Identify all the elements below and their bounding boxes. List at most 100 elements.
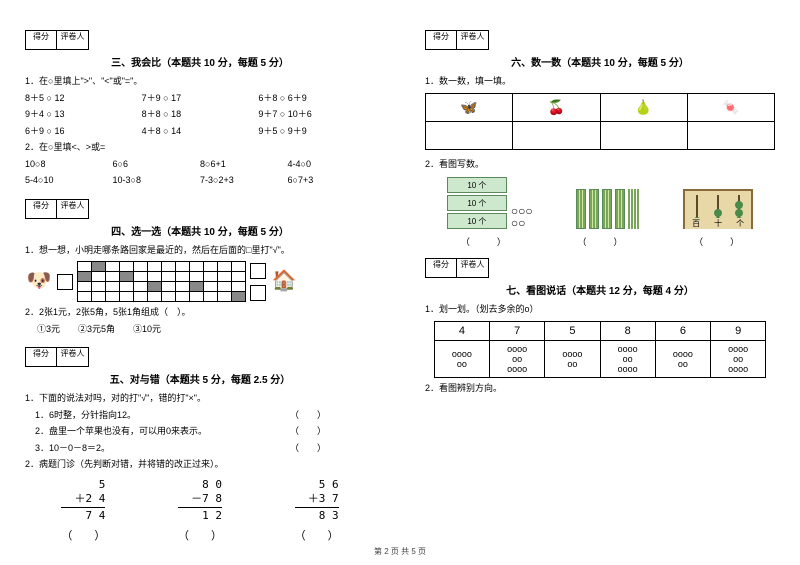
eq: 9＋7 ○ 10＋6	[258, 108, 375, 122]
s6-q2: 2．看图写数。	[425, 158, 775, 172]
dot-row: oooooo oooooooooo oooooo oooooooooo oooo…	[434, 340, 766, 377]
butterfly-icon: 🦋	[426, 93, 513, 121]
right-column: 得分 评卷人 六、数一数（本题共 10 分，每题 5 分） 1．数一数，填一填。…	[400, 0, 800, 565]
stmt: 3．10－0－8＝2。	[35, 442, 290, 456]
grader-label: 评卷人	[57, 30, 89, 50]
stmt: 1．6时整，分针指向12。	[35, 409, 290, 423]
score-box-5: 得分 评卷人	[25, 347, 375, 367]
block-10: 10 个	[447, 213, 507, 229]
pear-icon: 🍐	[600, 93, 687, 121]
page-footer: 第 2 页 共 5 页	[0, 546, 800, 557]
arithmetic-problems: 5 ＋2 4 7 4 （ ） 8 0 －7 8 1 2 （ ） 5 6 ＋3 7…	[25, 478, 375, 544]
maze-row: 🐶 🏠	[25, 261, 375, 302]
sticks-group	[576, 189, 639, 229]
s7-q2: 2．看图辨别方向。	[425, 382, 775, 396]
s5-c: 3．10－0－8＝2。 （ ）	[25, 442, 375, 456]
s5-a: 1．6时整，分针指向12。 （ ）	[25, 409, 375, 423]
s3-row1: 8＋5 ○ 12 7＋9 ○ 17 6＋8 ○ 6＋9	[25, 92, 375, 106]
score-box-3: 得分 评卷人	[25, 30, 375, 50]
abacus-o: 个	[736, 218, 744, 229]
num: 8 0	[178, 478, 222, 492]
bundle-icon	[615, 189, 625, 229]
house-icon: 🏠	[270, 268, 298, 296]
abacus-t: 十	[714, 218, 722, 229]
c: oooooooooo	[600, 340, 655, 377]
eq: 6＋8 ○ 6＋9	[258, 92, 375, 106]
num: 8 3	[295, 509, 339, 523]
blank-cell[interactable]	[426, 121, 513, 149]
s6-q1: 1．数一数，填一填。	[425, 75, 775, 89]
num: 1 2	[178, 509, 222, 523]
grader-label: 评卷人	[57, 199, 89, 219]
checkbox-r2[interactable]	[250, 285, 266, 301]
c: oooooo	[434, 340, 489, 377]
eq: 6○6	[113, 158, 201, 172]
dot-head-row: 4 7 5 8 6 9	[434, 321, 766, 340]
section-3-title: 三、我会比（本题共 10 分，每题 5 分）	[25, 54, 375, 69]
stmt: 2．盘里一个苹果也没有，可以用0来表示。	[35, 425, 290, 439]
c: oooooo	[545, 340, 600, 377]
c: oooooooooo	[711, 340, 766, 377]
h: 5	[545, 321, 600, 340]
arith-3: 5 6 ＋3 7 8 3 （ ）	[295, 478, 339, 544]
num: 7 4	[61, 509, 105, 523]
s3-row2: 9＋4 ○ 13 8＋8 ○ 18 9＋7 ○ 10＋6	[25, 108, 375, 122]
num: 5 6	[295, 478, 339, 492]
s6-parens: （ ） （ ） （ ）	[425, 235, 775, 248]
bundle-icon	[602, 189, 612, 229]
paren: （ ）	[178, 529, 222, 543]
blank-cell[interactable]	[513, 121, 600, 149]
loose-sticks	[628, 189, 639, 229]
blocks-group: 10 个 10 个 10 个 ○○○○○	[447, 177, 533, 229]
h: 4	[434, 321, 489, 340]
cherry-icon: 🍒	[513, 93, 600, 121]
score-label: 得分	[25, 30, 57, 50]
checkbox-top[interactable]	[57, 274, 73, 290]
arith-2: 8 0 －7 8 1 2 （ ）	[178, 478, 222, 544]
s7-q1: 1．划一划。（划去多余的o）	[425, 303, 775, 317]
s3-row5: 5-4○10 10-3○8 7-3○2+3 6○7+3	[25, 174, 375, 188]
block-10: 10 个	[447, 177, 507, 193]
eq: 7＋9 ○ 17	[142, 92, 259, 106]
num: 5	[61, 478, 105, 492]
score-label: 得分	[425, 258, 457, 278]
loose-circles: ○○○○○	[511, 205, 533, 229]
section-7-title: 七、看图说话（本题共 12 分，每题 4 分）	[425, 282, 775, 297]
eq: 4-4○0	[288, 158, 376, 172]
c: oooooo	[655, 340, 710, 377]
eq: 8＋8 ○ 18	[142, 108, 259, 122]
section-6-title: 六、数一数（本题共 10 分，每题 5 分）	[425, 54, 775, 69]
dog-icon: 🐶	[25, 268, 53, 296]
c: oooooooooo	[490, 340, 545, 377]
bundle-icon	[576, 189, 586, 229]
paren: （ ）	[61, 529, 105, 543]
blank-cell[interactable]	[600, 121, 687, 149]
score-box-4: 得分 评卷人	[25, 199, 375, 219]
s4-opts: ①3元 ②3元5角 ③10元	[25, 323, 375, 337]
grader-label: 评卷人	[457, 30, 489, 50]
checkbox-r1[interactable]	[250, 263, 266, 279]
s5-q1: 1．下面的说法对吗，对的打"√"，错的打"×"。	[25, 392, 375, 406]
num: ＋2 4	[61, 492, 105, 506]
s5-b: 2．盘里一个苹果也没有，可以用0来表示。 （ ）	[25, 425, 375, 439]
grader-label: 评卷人	[457, 258, 489, 278]
blank-cell[interactable]	[687, 121, 774, 149]
eq: 10-3○8	[113, 174, 201, 188]
eq: 6○7+3	[288, 174, 376, 188]
num: ＋3 7	[295, 492, 339, 506]
paren: （ ）	[290, 425, 375, 439]
grader-label: 评卷人	[57, 347, 89, 367]
paren: （ ）	[577, 235, 622, 248]
s3-row3: 6＋9 ○ 16 4＋8 ○ 14 9＋5 ○ 9＋9	[25, 125, 375, 139]
s4-q2: 2．2张1元，2张5角，5张1角组成（ ）。	[25, 306, 375, 320]
eq: 6＋9 ○ 16	[25, 125, 142, 139]
s3-q2: 2．在○里填<、>或=	[25, 141, 375, 155]
h: 6	[655, 321, 710, 340]
s3-row4: 10○8 6○6 8○6+1 4-4○0	[25, 158, 375, 172]
s5-q2: 2．病题门诊（先判断对错，并将错的改正过来）。	[25, 458, 375, 472]
num: －7 8	[178, 492, 222, 506]
paren: （ ）	[694, 235, 739, 248]
score-label: 得分	[25, 347, 57, 367]
eq: 8＋5 ○ 12	[25, 92, 142, 106]
eq: 5-4○10	[25, 174, 113, 188]
